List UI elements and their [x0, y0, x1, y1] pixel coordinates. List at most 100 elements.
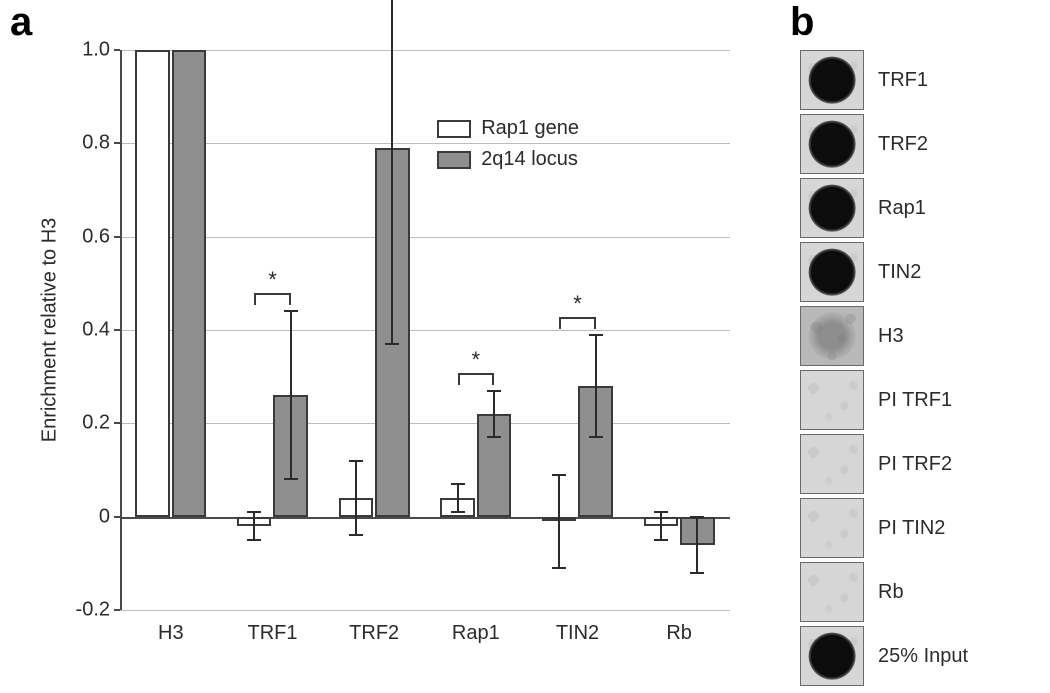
- y-tick-label: 0: [99, 505, 120, 528]
- significance-star: *: [573, 291, 582, 317]
- error-cap: [385, 343, 399, 345]
- y-axis-title: Enrichment relative to H3: [39, 218, 62, 443]
- blot-row: Rap1: [800, 178, 926, 238]
- y-tick-label: 0.2: [82, 412, 120, 435]
- blot-label: 25% Input: [878, 645, 968, 668]
- y-tick-label: 0.8: [82, 132, 120, 155]
- blot-row: 25% Input: [800, 626, 968, 686]
- error-cap: [247, 539, 261, 541]
- error-cap: [487, 390, 501, 392]
- blot-background: [801, 499, 863, 557]
- gridline: [120, 237, 730, 238]
- blot-label: PI TIN2: [878, 517, 945, 540]
- error-bar: [493, 391, 495, 438]
- legend-label: Rap1 gene: [481, 117, 579, 140]
- significance-bracket: [559, 317, 596, 329]
- significance-star: *: [268, 267, 277, 293]
- blot-dot: [809, 313, 856, 360]
- blot-dot: [809, 633, 856, 680]
- blot-row: TRF1: [800, 50, 928, 110]
- y-tick-label: 1.0: [82, 39, 120, 62]
- error-cap: [552, 567, 566, 569]
- category-label: Rb: [666, 610, 692, 645]
- category-label: TRF1: [248, 610, 298, 645]
- error-cap: [284, 478, 298, 480]
- category-group: [135, 50, 206, 610]
- error-cap: [589, 436, 603, 438]
- blot-label: Rap1: [878, 197, 926, 220]
- error-cap: [654, 539, 668, 541]
- error-bar: [457, 484, 459, 512]
- error-cap: [552, 474, 566, 476]
- panel-b: TRF1TRF2Rap1TIN2H3PI TRF1PI TRF2PI TIN2R…: [800, 20, 1040, 680]
- significance-star: *: [472, 347, 481, 373]
- blot-label: TRF2: [878, 133, 928, 156]
- blot-box: [800, 306, 864, 366]
- bar: [172, 50, 207, 517]
- error-bar: [660, 512, 662, 540]
- error-cap: [451, 483, 465, 485]
- gridline: [120, 50, 730, 51]
- blot-label: PI TRF1: [878, 389, 952, 412]
- figure-root: a -0.200.20.40.60.81.0Enrichment relativ…: [0, 0, 1050, 693]
- error-bar: [558, 475, 560, 568]
- y-axis: [120, 50, 122, 610]
- error-cap: [690, 516, 704, 518]
- blot-row: PI TRF1: [800, 370, 952, 430]
- gridline: [120, 423, 730, 424]
- error-bar: [595, 335, 597, 438]
- error-cap: [284, 310, 298, 312]
- category-label: Rap1: [452, 610, 500, 645]
- category-label: TIN2: [556, 610, 599, 645]
- blot-box: [800, 562, 864, 622]
- blot-box: [800, 370, 864, 430]
- error-bar: [355, 461, 357, 536]
- error-cap: [487, 436, 501, 438]
- error-cap: [654, 511, 668, 513]
- gridline: [120, 330, 730, 331]
- blot-row: TRF2: [800, 114, 928, 174]
- blot-row: Rb: [800, 562, 904, 622]
- blot-background: [801, 371, 863, 429]
- y-tick-label: -0.2: [76, 599, 120, 622]
- legend: Rap1 gene 2q14 locus: [437, 117, 579, 179]
- blot-row: PI TIN2: [800, 498, 945, 558]
- error-cap: [690, 572, 704, 574]
- legend-item: 2q14 locus: [437, 148, 579, 171]
- category-group: [644, 50, 715, 610]
- blot-box: [800, 498, 864, 558]
- legend-label: 2q14 locus: [481, 148, 578, 171]
- blot-row: PI TRF2: [800, 434, 952, 494]
- error-bar: [290, 311, 292, 479]
- blot-background: [801, 563, 863, 621]
- error-cap: [349, 460, 363, 462]
- blot-background: [801, 435, 863, 493]
- blot-label: TIN2: [878, 261, 921, 284]
- blot-box: [800, 114, 864, 174]
- error-cap: [247, 511, 261, 513]
- blot-box: [800, 242, 864, 302]
- category-group: [237, 50, 308, 610]
- panel-a-label: a: [10, 0, 32, 45]
- blot-dot: [809, 57, 856, 104]
- gridline: [120, 610, 730, 611]
- blot-dot: [809, 249, 856, 296]
- blot-dot: [809, 185, 856, 232]
- blot-label: TRF1: [878, 69, 928, 92]
- error-cap: [589, 334, 603, 336]
- category-label: H3: [158, 610, 184, 645]
- blot-box: [800, 626, 864, 686]
- category-group: [339, 50, 410, 610]
- gridline: [120, 143, 730, 144]
- bar-chart: -0.200.20.40.60.81.0Enrichment relative …: [120, 50, 730, 610]
- panel-a: -0.200.20.40.60.81.0Enrichment relative …: [30, 20, 760, 670]
- x-axis: [120, 517, 730, 519]
- error-bar: [696, 517, 698, 573]
- blot-label: Rb: [878, 581, 904, 604]
- error-cap: [451, 511, 465, 513]
- blot-box: [800, 50, 864, 110]
- error-bar: [391, 0, 393, 344]
- plot-area: -0.200.20.40.60.81.0Enrichment relative …: [120, 50, 730, 610]
- blot-box: [800, 434, 864, 494]
- legend-swatch: [437, 151, 471, 169]
